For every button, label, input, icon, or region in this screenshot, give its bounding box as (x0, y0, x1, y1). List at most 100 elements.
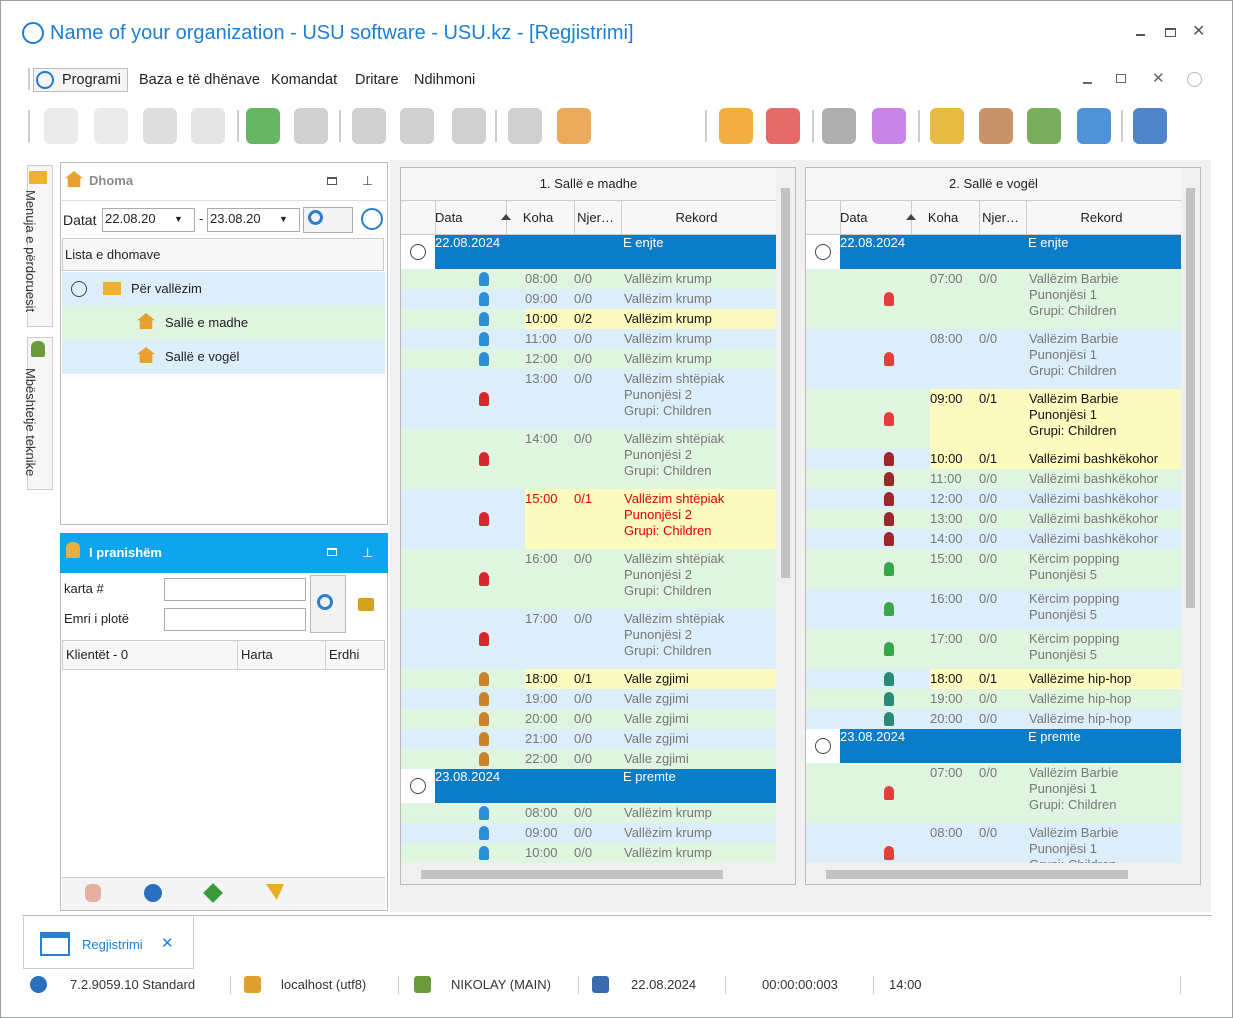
column-header[interactable]: Koha (522, 210, 554, 225)
side-tab-label[interactable]: Mbështetje teknike (23, 368, 38, 477)
expand-icon[interactable] (410, 778, 426, 794)
expand-icon[interactable] (71, 281, 87, 297)
date-row[interactable] (435, 769, 776, 803)
document-tab[interactable] (23, 917, 194, 969)
tree-row[interactable] (62, 340, 385, 374)
info-button[interactable] (144, 884, 162, 902)
column-header[interactable]: Harta (241, 647, 273, 662)
column-header[interactable]: Rekord (1080, 210, 1123, 225)
side-tab-frame[interactable] (27, 165, 53, 327)
toolbar-button[interactable] (44, 108, 78, 144)
toolbar-button[interactable] (1077, 108, 1111, 144)
side-tab-label[interactable]: Menuja e përdoruesit (23, 190, 38, 313)
toolbar-button[interactable] (557, 108, 591, 144)
toolbar-button[interactable] (143, 108, 177, 144)
record-row[interactable] (806, 269, 1181, 329)
record-row[interactable] (401, 609, 776, 669)
name-input[interactable] (164, 608, 306, 631)
panel-maximize[interactable] (327, 177, 337, 185)
toolbar-button[interactable] (508, 108, 542, 144)
toolbar-button[interactable] (400, 108, 434, 144)
tree-group[interactable]: Për vallëzim (131, 281, 202, 296)
toolbar-button[interactable] (294, 108, 328, 144)
menu-item[interactable]: Ndihmoni (414, 72, 476, 88)
record-row[interactable] (401, 823, 776, 843)
tab-label[interactable]: Regjistrimi (82, 937, 143, 952)
record-row[interactable] (806, 469, 1181, 489)
toolbar-button[interactable] (872, 108, 906, 144)
maximize-button[interactable] (1165, 28, 1176, 37)
record-row[interactable] (401, 289, 776, 309)
hand-button[interactable] (85, 884, 101, 902)
record-row[interactable] (401, 843, 776, 863)
toolbar-button[interactable] (94, 108, 128, 144)
record-row[interactable] (401, 803, 776, 823)
tree-room[interactable]: Sallë e madhe (165, 315, 249, 330)
card-input[interactable] (164, 578, 306, 601)
record-row[interactable] (806, 629, 1181, 669)
mdi-minimize[interactable] (1083, 82, 1092, 84)
record-row[interactable] (806, 549, 1181, 589)
toolbar-button[interactable] (979, 108, 1013, 144)
column-header[interactable]: Koha (927, 210, 959, 225)
column-header[interactable]: Data (435, 210, 463, 225)
minimize-button[interactable] (1136, 34, 1145, 36)
toolbar-button[interactable] (766, 108, 800, 144)
record-row[interactable] (401, 689, 776, 709)
date-row[interactable] (840, 729, 1181, 763)
expand-icon[interactable] (815, 738, 831, 754)
record-row[interactable] (401, 329, 776, 349)
mdi-restore[interactable] (1116, 74, 1126, 83)
record-row[interactable] (401, 269, 776, 289)
record-row[interactable] (806, 509, 1181, 529)
menu-item[interactable]: Komandat (271, 72, 338, 88)
scroll-thumb[interactable] (421, 870, 723, 879)
tab-close[interactable]: ✕ (161, 935, 174, 952)
date-from-input[interactable] (102, 208, 195, 232)
panel-pin[interactable]: ⊥ (362, 173, 374, 188)
record-row[interactable] (806, 529, 1181, 549)
dropdown-arrow[interactable]: ▼ (174, 214, 183, 224)
toolbar-button[interactable] (822, 108, 856, 144)
record-row[interactable] (806, 709, 1181, 729)
record-row[interactable] (401, 749, 776, 769)
side-tab-frame[interactable] (27, 337, 53, 490)
record-row[interactable] (401, 549, 776, 609)
column-header[interactable]: Njer… (982, 210, 1019, 225)
column-header[interactable]: Erdhi (329, 647, 360, 662)
record-row[interactable] (806, 589, 1181, 629)
lock-icon[interactable] (358, 598, 374, 611)
record-row[interactable] (806, 489, 1181, 509)
toolbar-button[interactable] (452, 108, 486, 144)
scroll-thumb[interactable] (1186, 188, 1195, 608)
record-row[interactable] (806, 329, 1181, 389)
column-header[interactable]: Njer… (577, 210, 614, 225)
menu-item[interactable]: Dritare (355, 72, 399, 88)
tree-room[interactable]: Sallë e vogël (165, 349, 240, 364)
expand-icon[interactable] (410, 244, 426, 260)
date-row[interactable] (840, 235, 1181, 269)
menu-item[interactable]: Programi (62, 72, 121, 88)
record-row[interactable] (806, 689, 1181, 709)
mdi-close[interactable]: ✕ (1152, 70, 1165, 87)
date-to-input[interactable] (207, 208, 300, 232)
toolbar-button[interactable] (191, 108, 225, 144)
toolbar-button[interactable] (1027, 108, 1061, 144)
toolbar-button[interactable] (930, 108, 964, 144)
tree-row[interactable] (62, 306, 385, 340)
panel-maximize[interactable] (327, 548, 337, 556)
dropdown-arrow[interactable]: ▼ (279, 214, 288, 224)
date-row[interactable] (435, 235, 776, 269)
toolbar-button[interactable] (1133, 108, 1167, 144)
record-row[interactable] (401, 429, 776, 489)
record-row[interactable] (401, 729, 776, 749)
expand-icon[interactable] (815, 244, 831, 260)
record-row[interactable] (806, 763, 1181, 823)
date-from[interactable]: 22.08.20 (105, 211, 156, 226)
column-header[interactable]: Klientët - 0 (66, 647, 129, 662)
menu-item[interactable]: Baza e të dhënave (139, 72, 260, 88)
column-header[interactable]: Rekord (675, 210, 718, 225)
scroll-thumb[interactable] (781, 188, 790, 578)
date-to[interactable]: 23.08.20 (210, 211, 261, 226)
record-row[interactable] (401, 369, 776, 429)
